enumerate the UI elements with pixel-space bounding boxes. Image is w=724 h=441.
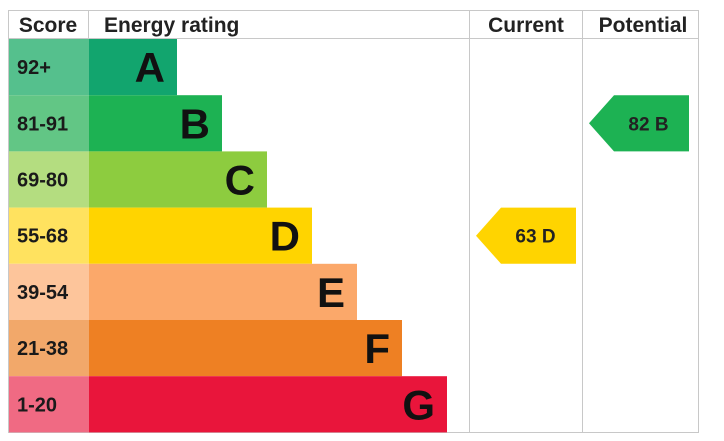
potential-rating-arrow: [589, 95, 689, 152]
band-letter-g: G: [402, 381, 435, 428]
band-letter-f: F: [364, 325, 390, 372]
energy-rating-header: Energy rating: [104, 14, 239, 37]
band-letter-a: A: [135, 44, 165, 91]
rating-bands: 92+ A 81-91 B 69-80 C 55-68 D 39-54 E 21-38 F 1-20 G: [9, 39, 447, 433]
current-rating-value: 63 D: [515, 227, 555, 248]
score-cell-g: [9, 376, 89, 433]
band-bar-g: [89, 376, 447, 433]
score-label-c: 69-80: [17, 170, 68, 192]
score-label-e: 39-54: [17, 282, 69, 304]
band-bar-c: [89, 151, 267, 208]
table-border: [8, 10, 699, 433]
score-cell-f: [9, 320, 89, 377]
band-letter-c: C: [225, 157, 255, 204]
band-bar-b: [89, 95, 222, 152]
score-cell-a: [9, 39, 89, 96]
rating-indicators: 63 D 82 B: [476, 95, 689, 264]
band-bar-d: [89, 207, 312, 264]
band-bar-a: [89, 39, 177, 96]
score-cell-c: [9, 151, 89, 208]
band-letter-d: D: [270, 213, 300, 260]
score-header: Score: [19, 14, 77, 37]
band-letter-e: E: [317, 269, 345, 316]
score-label-g: 1-20: [17, 394, 57, 416]
score-cell-d: [9, 207, 89, 264]
potential-header: Potential: [599, 14, 688, 37]
band-letter-b: B: [180, 100, 210, 147]
current-rating-arrow: [476, 207, 576, 264]
score-label-f: 21-38: [17, 338, 68, 360]
band-bar-e: [89, 263, 357, 320]
score-label-d: 55-68: [17, 226, 68, 248]
potential-rating-value: 82 B: [628, 114, 668, 135]
score-label-b: 81-91: [17, 113, 68, 135]
current-header: Current: [488, 14, 564, 37]
score-label-a: 92+: [17, 57, 51, 79]
band-bar-f: [89, 320, 402, 377]
score-cell-b: [9, 95, 89, 152]
score-cell-e: [9, 263, 89, 320]
